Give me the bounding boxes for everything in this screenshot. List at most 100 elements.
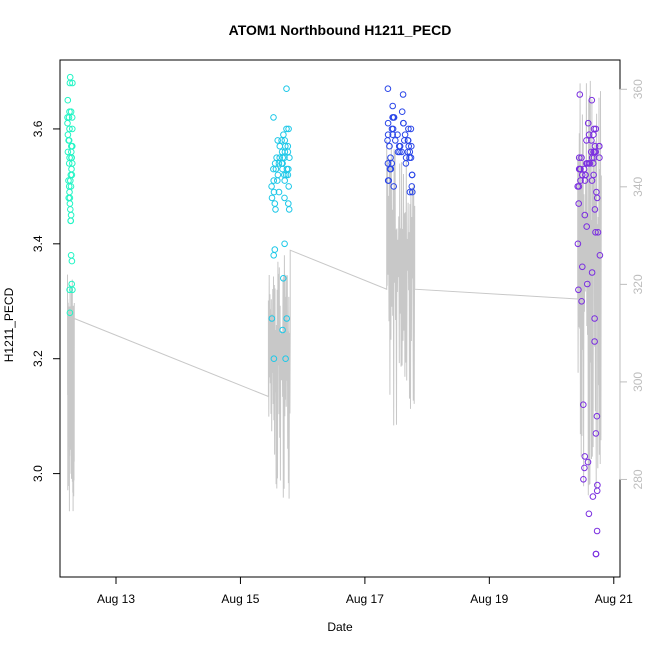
data-point [68,142,76,150]
x-tick-label: Aug 15 [221,592,259,606]
data-point [384,137,391,144]
data-point [589,160,597,167]
data-point [593,194,601,202]
data-point [66,309,74,317]
data-point [588,269,596,276]
data-point [394,131,401,138]
data-point [390,183,398,190]
data-point [405,125,412,133]
data-point [593,527,601,535]
data-point [594,229,602,236]
data-point [576,165,583,173]
data-point [591,148,599,156]
data-point [68,257,76,265]
data-point [575,286,582,294]
data-point [591,206,599,213]
x-axis: Aug 13 Aug 15 Aug 17 Aug 19 Aug 21 [97,576,633,606]
x-tick-label: Aug 13 [97,592,135,606]
data-point [285,206,293,213]
data-point [387,154,394,161]
data-point [283,125,290,133]
data-point [69,79,76,87]
data-point [279,326,286,334]
x-tick-label: Aug 21 [595,592,633,606]
data-point [401,137,408,144]
data-point [400,119,407,127]
data-point [281,194,288,202]
data-point [591,315,598,322]
data-point [593,487,601,495]
x-tick-label: Aug 19 [470,592,508,606]
data-point [398,108,406,115]
data-point [578,171,586,179]
data-point [68,171,76,179]
data-point [282,355,289,363]
data-point [580,165,588,173]
data-point [581,211,589,219]
data-point [270,177,278,184]
data-point [583,223,591,230]
data-point [282,142,289,150]
data-point [592,229,599,236]
y-tick-label-left: 3.4 [31,235,45,252]
data-point [67,217,74,225]
y-tick-label-right: 280 [631,469,645,489]
data-point [584,458,592,466]
y-tick-label-right: 300 [631,372,645,392]
data-point [574,240,582,248]
data-point [270,114,277,121]
data-point [578,298,585,305]
data-point [283,315,291,322]
data-point [409,188,416,196]
data-point [385,177,393,184]
y-axis-label: H1211_PECD [2,287,16,362]
data-point [65,137,73,144]
secondary-trace [67,80,602,512]
trace-line [67,80,602,512]
x-axis-label: Date [327,620,353,634]
y-tick-label-right: 360 [631,79,645,99]
data-point [272,206,279,213]
data-point [592,430,600,437]
data-point [281,177,289,184]
data-point [596,252,604,259]
data-point [275,188,283,196]
data-point [68,154,75,161]
data-point [285,183,293,190]
y-tick-label-right: 340 [631,176,645,196]
data-point [590,131,597,138]
data-point [589,493,597,500]
data-points [64,73,604,558]
data-point [575,154,583,161]
data-point [591,338,598,345]
data-point [585,160,593,167]
data-point [574,183,582,190]
data-point [279,154,287,161]
data-point [590,171,597,179]
data-point [272,165,280,173]
data-point [399,91,407,98]
data-point [404,148,412,156]
data-point [583,160,590,167]
data-point [66,79,74,87]
data-point [408,171,416,179]
data-point [588,177,596,184]
data-point [270,355,278,363]
y-tick-label-left: 3.6 [31,120,45,137]
y-tick-label-right: 320 [631,274,645,294]
data-point [584,119,592,127]
data-point [268,194,276,202]
data-point [268,183,275,190]
data-point [588,96,596,104]
data-point [592,125,600,133]
data-point [581,453,589,460]
data-point [398,148,405,156]
data-point [283,85,290,92]
data-point [402,160,410,167]
data-point [406,188,414,196]
data-point [576,91,584,98]
data-point [270,165,277,173]
data-point [579,263,586,271]
